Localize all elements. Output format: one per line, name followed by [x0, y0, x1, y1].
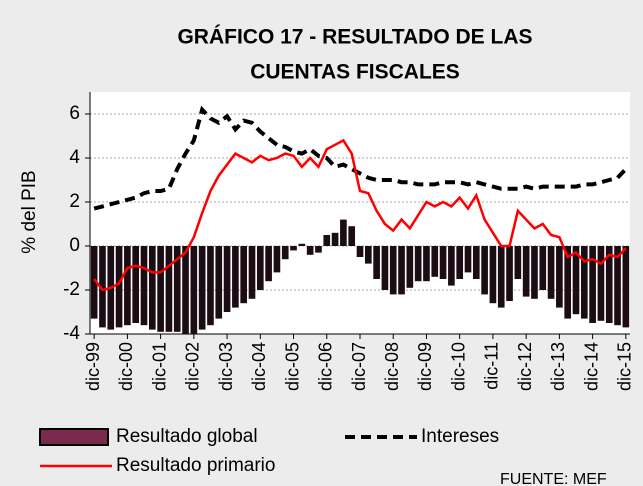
- source-note: FUENTE: MEF: [500, 471, 607, 486]
- x-tick-label: dic-03: [216, 342, 236, 391]
- legend-label: Intereses: [421, 426, 499, 447]
- bar: [381, 246, 389, 290]
- bar: [173, 246, 181, 332]
- bar: [547, 246, 555, 299]
- bar: [539, 246, 547, 290]
- line-series: [93, 138, 627, 292]
- bar: [248, 246, 256, 299]
- y-tick-label: -4: [63, 323, 80, 344]
- bar: [605, 246, 613, 323]
- bar: [597, 246, 605, 321]
- bar: [223, 246, 231, 312]
- bar: [99, 246, 106, 328]
- x-tick-label: dic-11: [482, 342, 502, 390]
- bar: [481, 246, 488, 295]
- legend-label: Resultado primario: [116, 455, 275, 476]
- bar: [564, 246, 572, 319]
- x-tick-label: dic-14: [581, 342, 601, 391]
- bar: [348, 226, 356, 246]
- x-tick-label: dic-08: [382, 342, 402, 391]
- bar: [157, 246, 164, 332]
- bar: [290, 246, 297, 251]
- legend-swatch: [39, 428, 109, 446]
- chart-title: GRÁFICO 17 - RESULTADO DE LAS: [177, 26, 532, 49]
- chart-title: CUENTAS FISCALES: [250, 61, 460, 84]
- x-tick-label: dic-04: [249, 342, 269, 391]
- bar: [398, 246, 405, 295]
- y-tick-label: 4: [69, 147, 80, 168]
- bar: [622, 246, 630, 328]
- bar: [256, 246, 264, 290]
- x-tick-label: dic-05: [282, 342, 302, 391]
- line-series: [93, 105, 628, 211]
- x-tick-label: dic-00: [116, 342, 136, 391]
- bar: [497, 246, 505, 308]
- bar: [340, 219, 347, 246]
- bar: [522, 246, 530, 297]
- bar: [448, 246, 455, 286]
- bar: [489, 246, 497, 304]
- bar: [140, 246, 148, 326]
- bar: [414, 246, 422, 282]
- x-tick-label: dic-99: [83, 342, 103, 391]
- y-axis-label: % del PIB: [19, 170, 40, 253]
- x-tick-label: dic-12: [515, 342, 535, 391]
- bar: [389, 246, 397, 295]
- bar: [215, 246, 223, 319]
- bar: [90, 246, 98, 319]
- bar: [331, 232, 339, 246]
- bar: [456, 246, 464, 279]
- bar: [165, 246, 173, 332]
- bar: [580, 246, 588, 319]
- bar: [589, 246, 596, 323]
- bar: [406, 246, 414, 288]
- bar: [182, 246, 189, 334]
- y-tick-label: 2: [69, 191, 80, 212]
- bar: [190, 246, 198, 334]
- bar: [531, 246, 538, 299]
- y-tick-label: 0: [69, 235, 80, 256]
- bar: [306, 246, 314, 255]
- bar: [423, 246, 430, 282]
- x-tick-label: dic-07: [349, 342, 369, 391]
- bar: [240, 246, 248, 304]
- bar: [265, 246, 272, 282]
- bar: [572, 246, 580, 315]
- bar: [148, 246, 156, 330]
- x-tick-label: dic-13: [548, 342, 568, 391]
- x-tick-label: dic-06: [316, 342, 336, 391]
- x-tick-label: dic-10: [448, 342, 468, 391]
- bar: [364, 246, 372, 264]
- y-tick-label: -2: [63, 279, 80, 300]
- bar: [439, 246, 447, 279]
- bar: [132, 246, 140, 323]
- bar: [373, 246, 380, 279]
- bar: [472, 246, 480, 279]
- bar: [124, 246, 131, 326]
- bar: [464, 246, 472, 273]
- y-tick-label: 6: [69, 103, 80, 124]
- bar: [273, 246, 281, 273]
- bar: [281, 246, 289, 260]
- legend-label: Resultado global: [116, 426, 258, 447]
- bar: [356, 246, 364, 257]
- x-tick-label: dic-01: [149, 342, 169, 391]
- bar: [232, 246, 239, 308]
- bar: [207, 246, 214, 326]
- bar: [614, 246, 621, 326]
- x-tick-label: dic-02: [183, 342, 203, 391]
- x-tick-label: dic-09: [415, 342, 435, 391]
- bar: [431, 246, 439, 277]
- bar: [506, 246, 513, 301]
- bar: [556, 246, 563, 308]
- bar: [198, 246, 206, 330]
- bar: [115, 246, 123, 328]
- bar: [514, 246, 522, 279]
- bar: [298, 243, 306, 246]
- bar: [315, 246, 322, 253]
- x-tick-label: dic-15: [615, 342, 635, 391]
- bar: [323, 235, 331, 246]
